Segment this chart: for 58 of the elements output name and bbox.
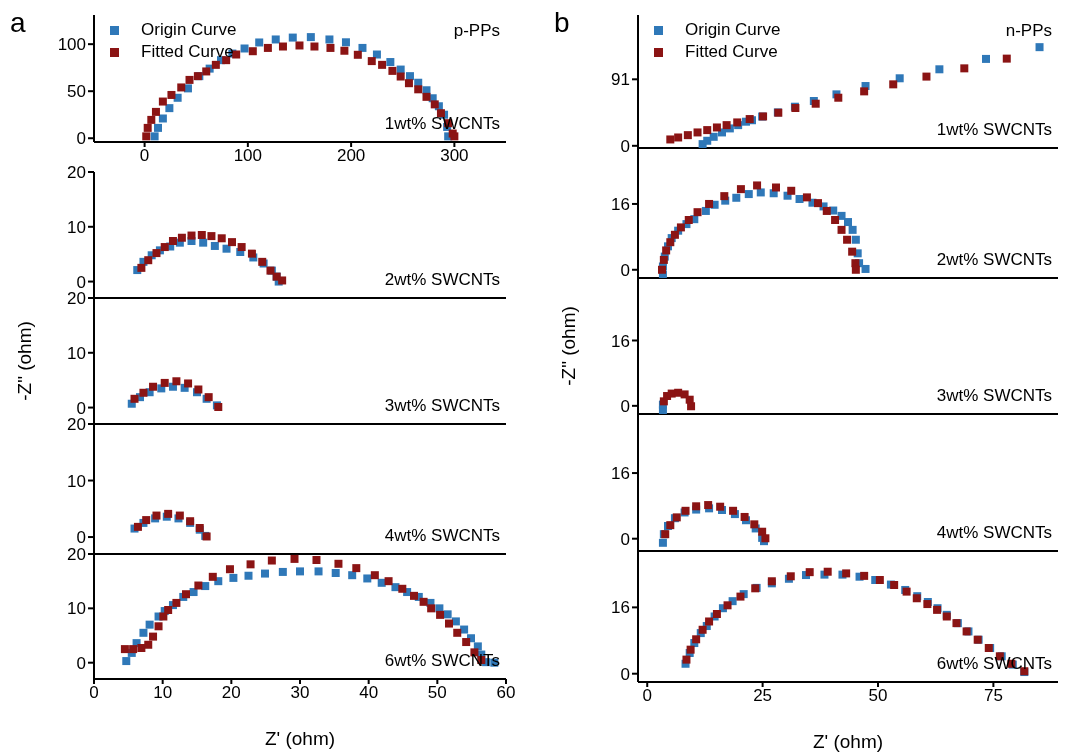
x-tick-label: 0 <box>89 683 99 703</box>
y-tick-label: 20 <box>67 289 86 309</box>
y-tick-label: 100 <box>57 35 86 55</box>
y-tick-label: 0 <box>76 129 86 149</box>
y-tick-label: 16 <box>611 331 630 351</box>
y-tick-label: 20 <box>67 415 86 435</box>
annotation: 3wt% SWCNTs <box>384 396 500 416</box>
annotation: 1wt% SWCNTs <box>936 120 1052 140</box>
legend-label: Origin Curve <box>685 19 781 41</box>
y-tick-label: 0 <box>620 529 630 549</box>
y-tick-label: 50 <box>67 82 86 102</box>
y-tick-label: 0 <box>76 528 86 548</box>
x-tick-label: 20 <box>221 683 241 703</box>
y-tick-label: 16 <box>611 464 630 484</box>
legend-label: Fitted Curve <box>141 41 234 63</box>
legend-label: Origin Curve <box>141 19 237 41</box>
x-axis-title: Z' (ohm) <box>264 728 336 749</box>
chart-title: a <box>10 7 26 39</box>
annotation: p-PPs <box>453 21 500 41</box>
x-tick-label: 30 <box>290 683 310 703</box>
y-tick-label: 0 <box>620 664 630 684</box>
y-tick-label: 0 <box>76 272 86 292</box>
x-tick-label: 10 <box>153 683 173 703</box>
y-tick-label: 0 <box>620 396 630 416</box>
x-tick-label: 0 <box>642 686 652 706</box>
legend-label: Fitted Curve <box>685 41 778 63</box>
annotation: 3wt% SWCNTs <box>936 386 1052 406</box>
x-tick-label: 75 <box>983 686 1003 706</box>
y-axis-title: -Z" (ohm) <box>557 306 579 386</box>
y-tick-label: 10 <box>67 343 86 363</box>
y-tick-label: 91 <box>611 70 630 90</box>
y-axis-title: -Z" (ohm) <box>13 321 35 401</box>
annotation: n-PPs <box>1005 21 1052 41</box>
x-tick-label: 100 <box>233 146 263 166</box>
x-tick-label: 0 <box>139 146 150 166</box>
y-tick-label: 10 <box>67 599 86 619</box>
y-tick-label: 0 <box>76 398 86 418</box>
y-tick-label: 0 <box>76 653 86 673</box>
x-tick-label: 60 <box>496 683 516 703</box>
y-tick-label: 10 <box>67 471 86 491</box>
x-tick-label: 200 <box>336 146 366 166</box>
x-tick-label: 300 <box>440 146 469 166</box>
annotation: 2wt% SWCNTs <box>936 250 1052 270</box>
y-tick-label: 16 <box>611 194 630 214</box>
annotation: 2wt% SWCNTs <box>384 270 500 290</box>
y-tick-label: 0 <box>620 260 630 280</box>
x-tick-label: 25 <box>753 686 773 706</box>
y-tick-label: 20 <box>67 163 86 183</box>
x-axis-title: Z' (ohm) <box>812 731 884 752</box>
chart-title: b <box>554 7 570 39</box>
annotation: 4wt% SWCNTs <box>936 523 1052 543</box>
annotation: 4wt% SWCNTs <box>384 526 500 546</box>
y-tick-label: 10 <box>67 217 86 237</box>
x-tick-label: 50 <box>868 686 888 706</box>
x-tick-label: 50 <box>427 683 447 703</box>
y-tick-label: 16 <box>611 598 630 618</box>
y-tick-label: 20 <box>67 545 86 565</box>
x-tick-label: 40 <box>359 683 379 703</box>
